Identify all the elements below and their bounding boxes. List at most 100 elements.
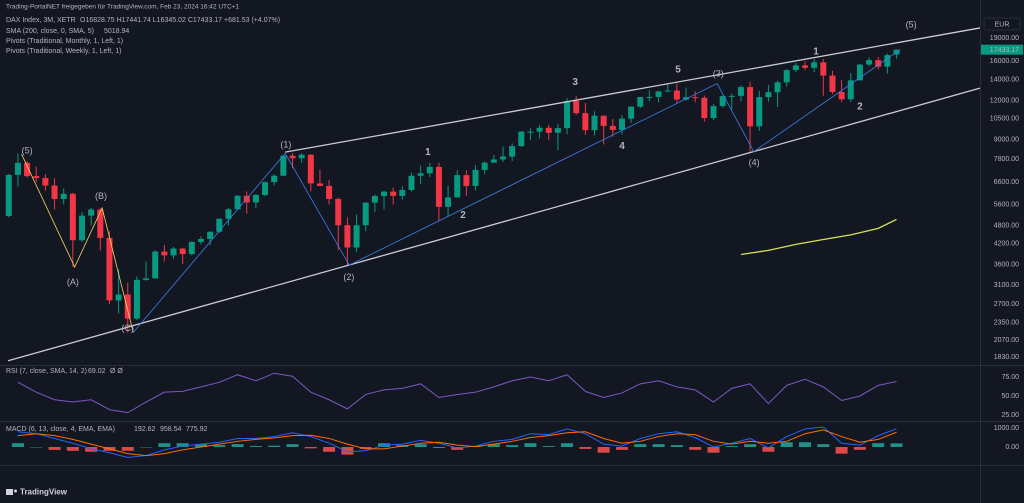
candle-body	[435, 166, 442, 207]
histogram-bar	[707, 447, 720, 453]
candle-body	[161, 251, 168, 256]
candle-body	[628, 106, 635, 119]
candle-body	[152, 251, 159, 279]
histogram-bar	[487, 444, 500, 448]
candle-body	[179, 248, 186, 255]
y-tick-label: 1000.00	[994, 425, 1019, 432]
wave-label: (C)	[122, 323, 135, 333]
candle-body	[737, 87, 744, 96]
logo-dot	[14, 489, 17, 493]
y-tick-label: 2070.00	[994, 337, 1019, 344]
rsi-value: 69.02	[88, 368, 106, 375]
y-tick-label: 9000.00	[994, 137, 1019, 144]
candle-body	[42, 178, 49, 186]
candle-body	[463, 175, 470, 186]
y-tick-label: 2700.00	[994, 301, 1019, 308]
candle-body	[234, 195, 241, 210]
candle-body	[335, 198, 342, 226]
candle-body	[527, 131, 534, 133]
y-tick-label: 50.00	[1001, 393, 1019, 400]
histogram-bar	[524, 443, 537, 448]
candle-body	[856, 64, 863, 81]
candle-body	[106, 237, 113, 301]
y-tick-label: 3100.00	[994, 282, 1019, 289]
candle-body	[216, 218, 223, 232]
wave-label: (1)	[280, 140, 291, 150]
candle-body	[481, 162, 488, 170]
candle-body	[637, 97, 644, 107]
candle-body	[664, 90, 671, 92]
y-tick-label: 10500.00	[990, 116, 1019, 123]
histogram-bar	[341, 447, 354, 455]
candle-body	[866, 60, 873, 65]
candle-body	[344, 225, 351, 248]
candle-body	[88, 209, 95, 216]
pane-title: RSI (7, close, SMA, 14, 2)	[6, 368, 87, 375]
candle-body	[225, 209, 232, 219]
macd-line	[17, 429, 897, 457]
histogram-bar	[158, 443, 171, 448]
histogram-bar	[597, 447, 610, 453]
candle-body	[875, 60, 882, 67]
footer-brand: TradingView	[20, 488, 68, 497]
histogram-bar	[323, 447, 336, 452]
candle-body	[97, 209, 104, 238]
candle-body	[14, 162, 21, 175]
candle-body	[655, 91, 662, 97]
candle-body	[408, 175, 415, 190]
histogram-bar	[506, 445, 519, 448]
currency-box	[983, 17, 1021, 31]
attribution: Trading-PortalNET freigegeben für Tradin…	[6, 4, 239, 11]
macd-value: 958.54	[160, 426, 182, 433]
sma-line	[740, 218, 897, 256]
y-tick-label: 6600.00	[994, 179, 1019, 186]
candle-body	[490, 159, 497, 163]
candle-body	[756, 97, 763, 127]
candle-body	[454, 175, 461, 198]
pane-title: MACD (6, 13, close, 4, EMA, EMA)	[6, 426, 115, 433]
y-tick-label: 7800.00	[994, 156, 1019, 163]
wave-label: 5	[675, 65, 681, 76]
macd-value: 775.92	[186, 426, 208, 433]
histogram-bar	[853, 447, 866, 450]
candle-body	[536, 127, 543, 132]
candle-body	[390, 191, 397, 196]
trendline	[285, 27, 981, 153]
candle-body	[554, 128, 561, 133]
wave-label: 2	[857, 102, 863, 113]
logo	[6, 489, 17, 495]
histogram-bar	[579, 447, 592, 449]
histogram-bar	[652, 444, 665, 448]
histogram-bar	[414, 444, 427, 448]
y-tick-label: 25.00	[1001, 412, 1019, 419]
logo-mark	[6, 489, 13, 495]
candle-body	[133, 279, 140, 319]
wave-label: (3)	[713, 68, 724, 78]
candle-body	[499, 156, 506, 160]
wave-label: (2)	[343, 272, 354, 282]
marks	[5, 27, 981, 458]
candle-body	[747, 87, 754, 127]
currency: EUR	[995, 21, 1010, 28]
ohlc-legend: O16828.75 H17441.74 L16345.02 C17433.17 …	[80, 17, 280, 24]
candle-body	[371, 196, 378, 203]
wave-label: (A)	[67, 277, 79, 287]
candle-body	[884, 55, 891, 67]
histogram-bar	[11, 443, 24, 448]
candle-body	[5, 174, 12, 216]
wave-label: (5)	[22, 146, 33, 156]
candle-body	[170, 248, 177, 256]
candle-body	[783, 70, 790, 83]
histogram-bar	[670, 445, 683, 448]
histogram-bar	[799, 442, 812, 448]
candle-body	[289, 155, 296, 159]
candle-body	[774, 82, 781, 93]
candle-body	[518, 131, 525, 147]
candle-body	[426, 166, 433, 174]
candle-body	[51, 185, 58, 200]
candle-body	[600, 115, 607, 126]
histogram-bar	[744, 444, 757, 448]
candle-body	[124, 294, 131, 319]
histogram-bar	[176, 443, 189, 448]
